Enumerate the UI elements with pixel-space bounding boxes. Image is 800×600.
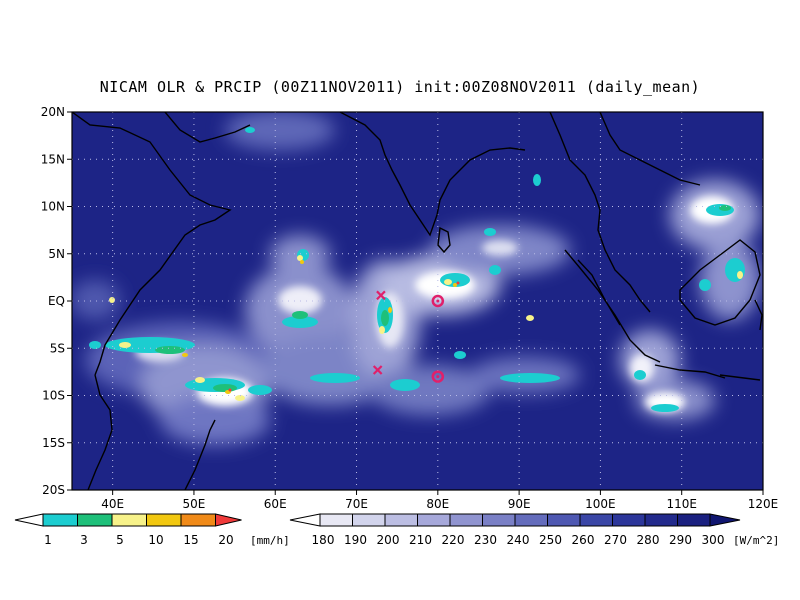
precip-unit: [mm/h] <box>250 534 290 547</box>
circle-marker-center <box>436 299 440 303</box>
lat-tick-label: 15S <box>42 436 65 450</box>
precip-label: 3 <box>80 533 88 547</box>
olr-colorbar-cell <box>449 513 483 527</box>
precip-colorbar-cell <box>77 513 113 527</box>
lat-tick-label: 5S <box>50 341 65 355</box>
precip-label: 15 <box>183 533 198 547</box>
circle-marker-center <box>436 375 440 379</box>
olr-label: 270 <box>604 533 627 547</box>
latitude-axis: 20N 15N 10N 5N EQ 5S 10S 15S 20S <box>41 105 72 497</box>
precip-label: 1 <box>44 533 52 547</box>
olr-unit: [W/m^2] <box>733 534 779 547</box>
olr-colorbar-cell <box>482 513 516 527</box>
lon-tick-label: 80E <box>426 497 449 511</box>
olr-colorbar-cell <box>612 513 646 527</box>
lon-tick-label: 60E <box>264 497 287 511</box>
olr-label: 250 <box>539 533 562 547</box>
olr-colorbar-cell <box>579 513 613 527</box>
precip-colorbar-cell <box>146 513 182 527</box>
lat-tick-label: EQ <box>48 294 65 308</box>
olr-label: 230 <box>474 533 497 547</box>
lon-tick-label: 70E <box>345 497 368 511</box>
precip-colorbar-cell <box>180 513 216 527</box>
olr-colorbar-cell <box>384 513 418 527</box>
olr-colorbar-cell <box>417 513 451 527</box>
olr-label: 190 <box>344 533 367 547</box>
lat-tick-label: 15N <box>41 152 65 166</box>
olr-colorbar-cell <box>352 513 386 527</box>
olr-label: 300 <box>702 533 725 547</box>
lat-tick-label: 10S <box>42 389 65 403</box>
olr-label: 280 <box>637 533 660 547</box>
precip-colorbar: 1 3 5 10 15 20 [mm/h] <box>14 513 290 547</box>
lon-tick-label: 110E <box>666 497 697 511</box>
precip-label: 20 <box>218 533 233 547</box>
lon-tick-label: 40E <box>101 497 124 511</box>
precip-label: 10 <box>148 533 163 547</box>
olr-label: 260 <box>572 533 595 547</box>
olr-colorbar-cell <box>644 513 678 527</box>
olr-arrow-left <box>289 513 321 527</box>
precip-arrow-left <box>14 513 44 527</box>
storm-markers <box>372 290 445 383</box>
olr-label: 210 <box>409 533 432 547</box>
olr-label: 240 <box>507 533 530 547</box>
lat-tick-label: 5N <box>48 247 65 261</box>
lat-tick-label: 10N <box>41 200 65 214</box>
circle-marker <box>431 370 445 383</box>
olr-colorbar-cell <box>319 513 353 527</box>
olr-colorbar-cell <box>547 513 581 527</box>
circle-marker <box>431 294 445 308</box>
precip-colorbar-cell <box>42 513 78 527</box>
longitude-axis: 40E 50E 60E 70E 80E 90E 100E 110E 120E <box>101 490 778 511</box>
olr-colorbar: 180 190 200 210 220 230 240 250 260 270 280 290 300 [… <box>289 513 779 547</box>
olr-colorbar-cell <box>677 513 711 527</box>
coastlines <box>72 112 763 490</box>
lon-tick-label: 50E <box>183 497 206 511</box>
cross-marker <box>376 290 386 301</box>
precip-arrow-right <box>215 513 242 527</box>
lat-tick-label: 20N <box>41 105 65 119</box>
lat-tick-label: 20S <box>42 483 65 497</box>
lon-tick-label: 120E <box>748 497 779 511</box>
olr-label: 220 <box>442 533 465 547</box>
olr-label: 290 <box>669 533 692 547</box>
olr-label: 200 <box>377 533 400 547</box>
precip-colorbar-cell <box>111 513 147 527</box>
cross-marker <box>372 365 383 375</box>
map-title: NICAM OLR & PRCIP (00Z11NOV2011) init:00… <box>99 78 701 96</box>
lon-tick-label: 100E <box>585 497 616 511</box>
lon-tick-label: 90E <box>508 497 531 511</box>
olr-colorbar-cell <box>514 513 548 527</box>
precip-label: 5 <box>116 533 124 547</box>
olr-arrow-right <box>709 513 741 527</box>
olr-label: 180 <box>312 533 335 547</box>
